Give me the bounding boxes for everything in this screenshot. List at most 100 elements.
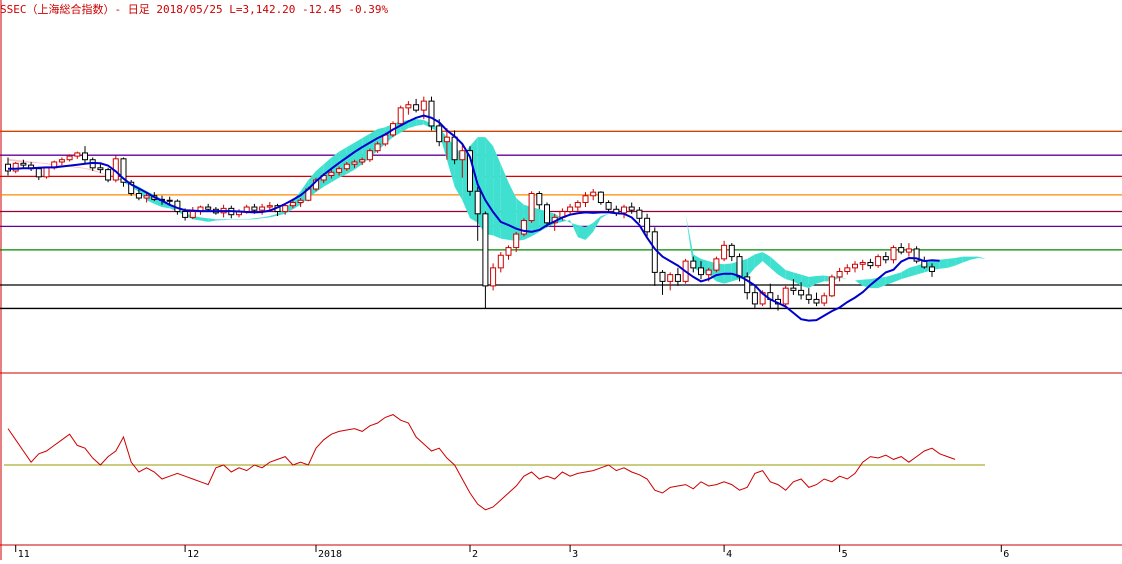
candle-body — [244, 207, 249, 212]
candle — [891, 245, 896, 263]
cloud-segment — [570, 220, 578, 237]
candle-body — [783, 288, 788, 304]
candle-body — [506, 248, 511, 256]
candle-body — [329, 172, 334, 175]
candle-body — [529, 194, 534, 221]
candle-body — [260, 207, 265, 210]
candle-body — [822, 296, 827, 303]
candle-body — [568, 207, 573, 212]
candle-body — [298, 200, 303, 202]
candle-body — [868, 262, 873, 265]
cloud-segment — [509, 182, 517, 241]
candle — [106, 168, 111, 182]
candle-body — [583, 196, 588, 203]
candle-body — [460, 151, 465, 160]
candle — [29, 162, 34, 171]
candle — [90, 157, 95, 171]
candle-body — [722, 245, 727, 259]
candle — [729, 243, 734, 261]
candle — [906, 243, 911, 257]
candle — [652, 227, 657, 286]
candle-body — [421, 101, 426, 110]
cloud-segment — [247, 218, 255, 219]
candle-body — [883, 257, 888, 260]
cloud-segment — [847, 279, 855, 280]
candle — [568, 204, 573, 215]
candle-body — [545, 205, 550, 223]
cloud-segment — [16, 160, 24, 163]
candle — [406, 101, 411, 115]
candle-body — [829, 277, 834, 296]
oscillator-line — [8, 415, 955, 510]
candle-body — [398, 108, 403, 124]
x-tick-label: 3 — [572, 549, 578, 560]
candle — [814, 293, 819, 307]
cloud-segment — [224, 219, 232, 220]
candle — [675, 268, 680, 286]
cloud-segment — [416, 119, 424, 126]
candle — [745, 272, 750, 299]
candle-body — [729, 245, 734, 256]
cloud-segment — [586, 223, 594, 240]
cloud-segment — [39, 162, 47, 164]
candle — [845, 264, 850, 274]
cloud-segment — [562, 218, 570, 223]
candle-body — [837, 271, 842, 276]
candle-body — [806, 295, 811, 300]
candle — [483, 212, 488, 309]
candle — [806, 288, 811, 304]
chart-title: SSEC（上海総合指数）- 日足 2018/05/25 L=3,142.20 -… — [0, 2, 389, 16]
candle — [783, 286, 788, 308]
candle-body — [414, 105, 419, 110]
cloud-segment — [786, 270, 794, 281]
candle — [598, 191, 603, 205]
cloud-segment — [216, 219, 224, 220]
candle — [822, 293, 827, 307]
candle-body — [375, 144, 380, 151]
candle-body — [799, 290, 804, 295]
candle — [914, 246, 919, 263]
cloud-segment — [77, 167, 85, 169]
candle-body — [367, 151, 372, 160]
candle-body — [36, 169, 41, 177]
cloud-segment — [647, 206, 655, 207]
candle-body — [13, 163, 18, 171]
cloud-segment — [686, 214, 694, 268]
candle — [13, 162, 18, 173]
candle — [514, 232, 519, 252]
candle — [506, 245, 511, 259]
candle-body — [283, 206, 288, 212]
candle — [860, 260, 865, 270]
candle-body — [675, 275, 680, 282]
candle — [883, 252, 888, 263]
candle-body — [498, 255, 503, 268]
candle-body — [406, 105, 411, 108]
candle-body — [106, 170, 111, 180]
cloud-segment — [755, 252, 763, 268]
candle-body — [629, 207, 634, 210]
cloud-segment — [262, 216, 270, 218]
candle-body — [606, 203, 611, 210]
cloud-segment — [763, 252, 771, 268]
candle — [606, 200, 611, 211]
candle-body — [930, 267, 935, 272]
cloud-segment — [770, 257, 778, 275]
cloud-segment — [809, 276, 817, 288]
candle-body — [190, 212, 195, 218]
cloud-segment — [909, 266, 917, 277]
candle — [529, 191, 534, 223]
candle-body — [591, 192, 596, 196]
candle-body — [622, 207, 627, 213]
candle — [414, 99, 419, 113]
candle — [575, 200, 580, 211]
cloud-segment — [493, 146, 501, 238]
candle — [36, 168, 41, 180]
candle-body — [437, 126, 442, 142]
candle — [491, 263, 496, 290]
candle — [121, 157, 126, 186]
candle — [113, 155, 118, 182]
cloud-segment — [93, 170, 101, 174]
cloud-segment — [270, 214, 278, 218]
